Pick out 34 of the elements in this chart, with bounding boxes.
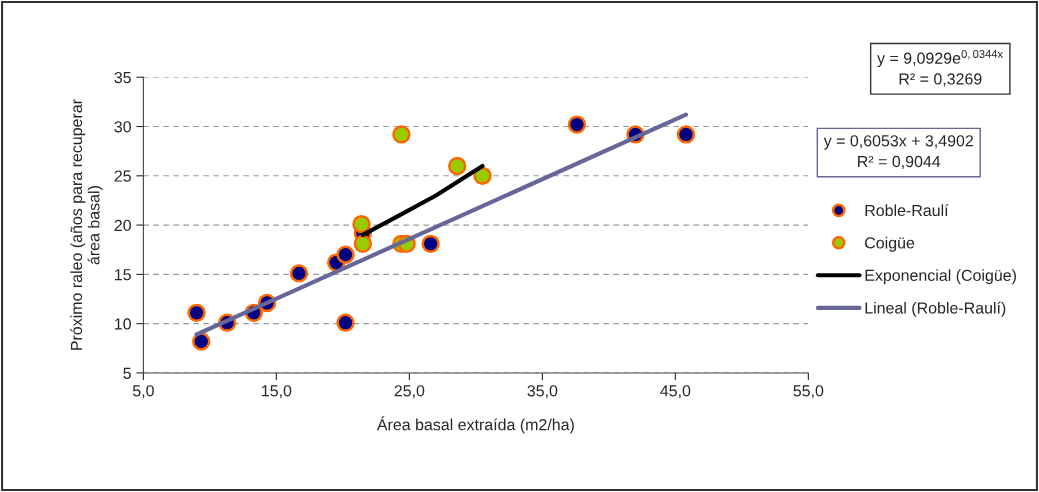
y-tick-label: 15 <box>115 269 131 281</box>
legend-label: Exponencial (Coigüe) <box>865 269 1016 285</box>
y-tick-label: 25 <box>114 170 131 182</box>
point <box>353 234 372 253</box>
y-tick-label: 30 <box>114 121 131 133</box>
legend-label: Roble-Raulí <box>865 204 949 217</box>
point <box>448 156 467 176</box>
point <box>187 303 206 322</box>
x-tick-label: 55,0 <box>793 385 824 399</box>
point <box>567 115 587 134</box>
point <box>192 332 211 351</box>
x-tick-label: 5,0 <box>132 385 154 399</box>
x-tick-label: 25,0 <box>394 385 425 399</box>
point <box>473 166 492 185</box>
point <box>421 234 440 253</box>
text: y = 0,6053x + 3,4902 R² = 0,9044 <box>823 135 973 170</box>
point <box>352 214 371 234</box>
y-tick-label: 20 <box>114 219 131 232</box>
point <box>676 125 696 144</box>
x-tick-label: 45,0 <box>660 385 691 399</box>
point <box>392 125 411 144</box>
x-tick-label: 35,0 <box>527 385 558 399</box>
text: y = 9,0929e$^{0,0344x}$ R² = 0,3269 <box>877 50 1003 87</box>
point <box>336 313 355 332</box>
x-axis-title: Área basal extraída (m2/ha) <box>376 416 574 434</box>
legend-label: Lineal (Roble-Raulí) <box>865 301 1006 317</box>
y-axis-title: Próximo raleo (años para recuperar área basal) <box>70 99 103 350</box>
y-tick-label: 10 <box>115 318 131 330</box>
y-tick-label: 5 <box>123 367 131 379</box>
y-tick-label: 35 <box>114 71 131 84</box>
x-tick-label: 15,0 <box>262 385 292 399</box>
point <box>336 245 355 264</box>
legend-label: Coigüe <box>865 236 915 252</box>
point <box>289 264 309 283</box>
